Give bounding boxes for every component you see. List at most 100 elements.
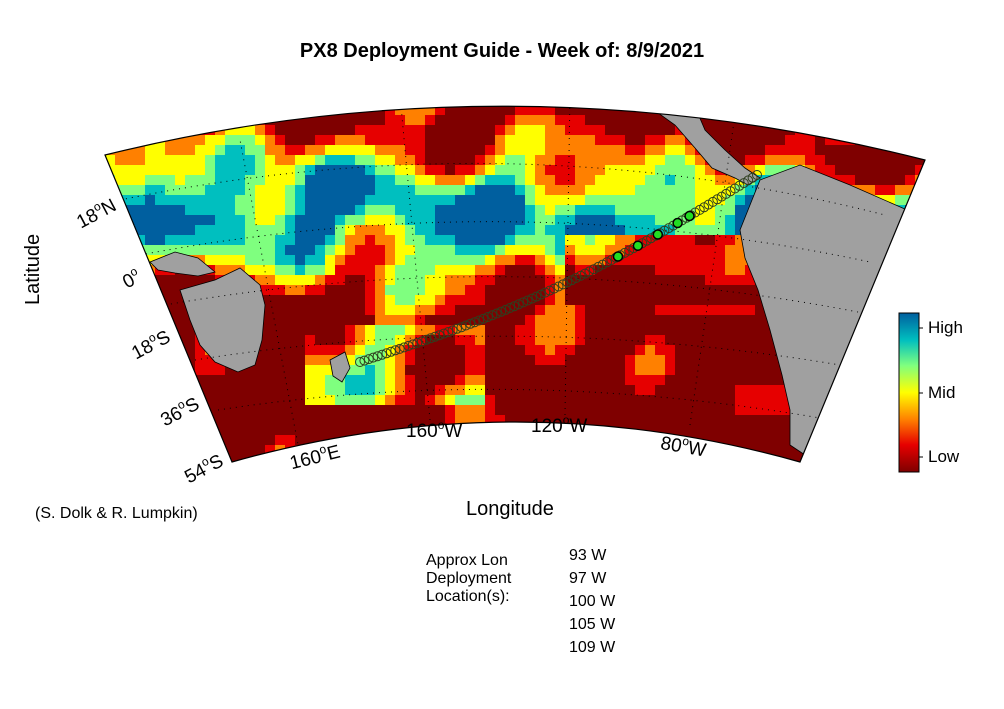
field-cell	[445, 65, 456, 76]
field-cell	[475, 95, 486, 106]
field-cell	[785, 95, 796, 106]
field-cell	[405, 245, 416, 256]
field-cell	[645, 285, 656, 296]
field-cell	[265, 375, 276, 386]
field-cell	[215, 235, 226, 246]
field-cell	[385, 145, 396, 156]
field-cell	[905, 215, 916, 226]
field-cell	[445, 325, 456, 336]
field-cell	[305, 135, 316, 146]
field-cell	[355, 195, 366, 206]
field-cell	[335, 165, 346, 176]
field-cell	[525, 165, 536, 176]
field-cell	[365, 115, 376, 126]
field-cell	[195, 235, 206, 246]
field-cell	[435, 165, 446, 176]
field-cell	[305, 85, 316, 96]
field-cell	[275, 225, 286, 236]
field-cell	[475, 465, 486, 476]
field-cell	[715, 375, 726, 386]
field-cell	[115, 355, 126, 366]
field-cell	[765, 165, 776, 176]
field-cell	[735, 106, 746, 116]
field-cell	[705, 95, 716, 106]
field-cell	[685, 75, 696, 86]
field-cell	[925, 185, 936, 196]
field-cell	[845, 85, 856, 96]
field-cell	[305, 395, 316, 406]
field-cell	[625, 365, 636, 376]
field-cell	[535, 155, 546, 166]
field-cell	[525, 465, 536, 476]
field-cell	[375, 205, 386, 216]
field-cell	[845, 365, 856, 376]
field-cell	[485, 365, 496, 376]
field-cell	[375, 215, 386, 226]
field-cell	[385, 125, 396, 136]
field-cell	[615, 125, 626, 136]
field-cell	[555, 325, 566, 336]
field-cell	[885, 115, 896, 126]
field-cell	[415, 115, 426, 126]
field-cell	[835, 125, 846, 136]
field-cell	[875, 75, 886, 86]
field-cell	[885, 165, 896, 176]
field-cell	[695, 295, 706, 306]
field-cell	[145, 115, 156, 126]
field-cell	[345, 85, 356, 96]
field-cell	[675, 185, 686, 196]
field-cell	[115, 245, 126, 256]
field-cell	[425, 345, 436, 356]
field-cell	[255, 95, 266, 106]
field-cell	[105, 395, 116, 406]
field-cell	[265, 265, 276, 276]
field-cell	[405, 375, 416, 386]
field-cell	[225, 145, 236, 156]
field-cell	[265, 355, 276, 366]
field-cell	[115, 315, 126, 326]
field-cell	[485, 165, 496, 176]
field-cell	[255, 275, 266, 286]
field-cell	[495, 285, 506, 296]
field-cell	[205, 425, 216, 436]
field-cell	[745, 85, 756, 96]
field-cell	[745, 395, 756, 406]
field-cell	[805, 115, 816, 126]
field-cell	[355, 95, 366, 106]
field-cell	[885, 405, 896, 416]
field-cell	[555, 205, 566, 216]
field-cell	[105, 295, 106, 306]
field-cell	[905, 205, 916, 216]
field-cell	[585, 145, 596, 156]
field-cell	[635, 285, 646, 296]
field-cell	[475, 315, 486, 326]
field-cell	[725, 75, 736, 86]
field-cell	[775, 125, 786, 136]
field-cell	[265, 455, 276, 462]
field-cell	[365, 205, 376, 216]
field-cell	[205, 225, 216, 236]
field-cell	[655, 365, 666, 376]
field-cell	[285, 75, 296, 86]
field-cell	[505, 365, 516, 376]
field-cell	[335, 145, 346, 156]
field-cell	[485, 135, 496, 146]
field-cell	[365, 465, 376, 476]
field-cell	[735, 385, 746, 396]
field-cell	[365, 275, 376, 286]
field-cell	[635, 155, 646, 166]
field-cell	[145, 465, 156, 476]
field-cell	[575, 355, 586, 366]
field-cell	[475, 135, 486, 146]
field-cell	[855, 345, 866, 356]
track-point	[540, 287, 551, 298]
field-cell	[135, 395, 146, 406]
field-cell	[435, 225, 446, 236]
field-cell	[335, 235, 346, 246]
field-cell	[195, 135, 206, 146]
field-cell	[585, 465, 596, 476]
field-cell	[675, 155, 686, 166]
field-cell	[355, 155, 366, 166]
field-cell	[785, 106, 796, 116]
field-cell	[905, 135, 916, 146]
